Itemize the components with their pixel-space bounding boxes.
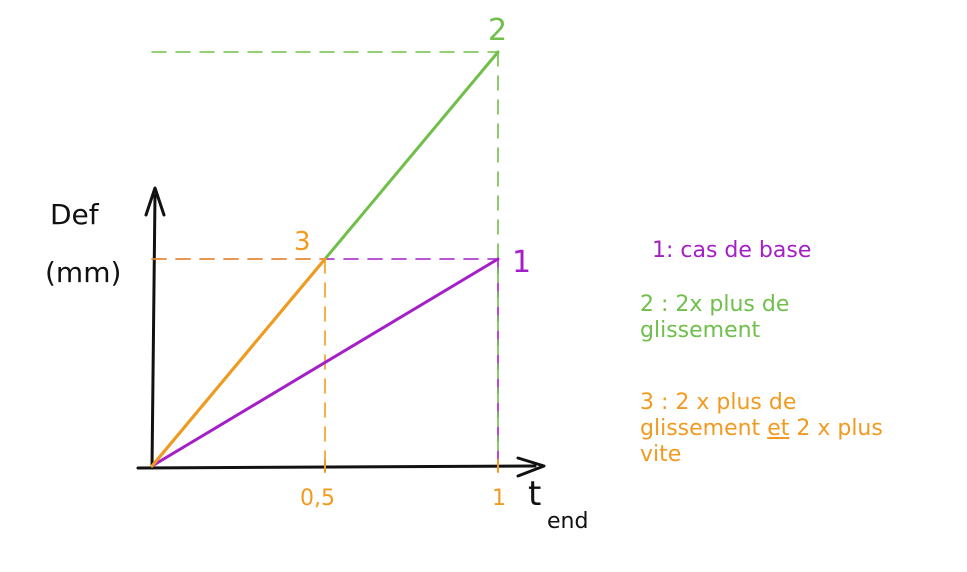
legend-item-3-et: et <box>767 416 790 441</box>
series-1-label: 1 <box>512 245 531 280</box>
legend-item-2: 2 : 2x plus de glissement <box>640 292 790 343</box>
legend-item-3: 3 : 2 x plus de glissement et 2 x plus v… <box>640 390 900 468</box>
legend-item-1: 1: cas de base <box>652 238 812 263</box>
x-tick-label-0-5: 0,5 <box>300 486 335 511</box>
y-axis-label-line2: (mm) <box>45 256 121 289</box>
x-axis-label-sub: end <box>547 509 588 534</box>
x-axis-label-main: t <box>528 474 541 514</box>
series-3-label: 3 <box>294 227 311 257</box>
legend-item-3-text-a: 3 : 2 x plus de glissement <box>640 390 797 441</box>
series-3-line <box>150 257 327 468</box>
x-axis-arrow <box>516 456 546 478</box>
y-axis-label-line1: Def <box>50 198 100 231</box>
y-axis-arrow <box>144 186 166 217</box>
series-lines <box>150 50 500 468</box>
y-axis <box>150 193 157 470</box>
series-2-label: 2 <box>488 13 507 48</box>
legend-item-3-text-b: 2 x plus vite <box>640 416 883 467</box>
x-axis <box>136 464 537 470</box>
series-1-line <box>150 257 500 468</box>
x-tick-label-1: 1 <box>492 486 506 511</box>
